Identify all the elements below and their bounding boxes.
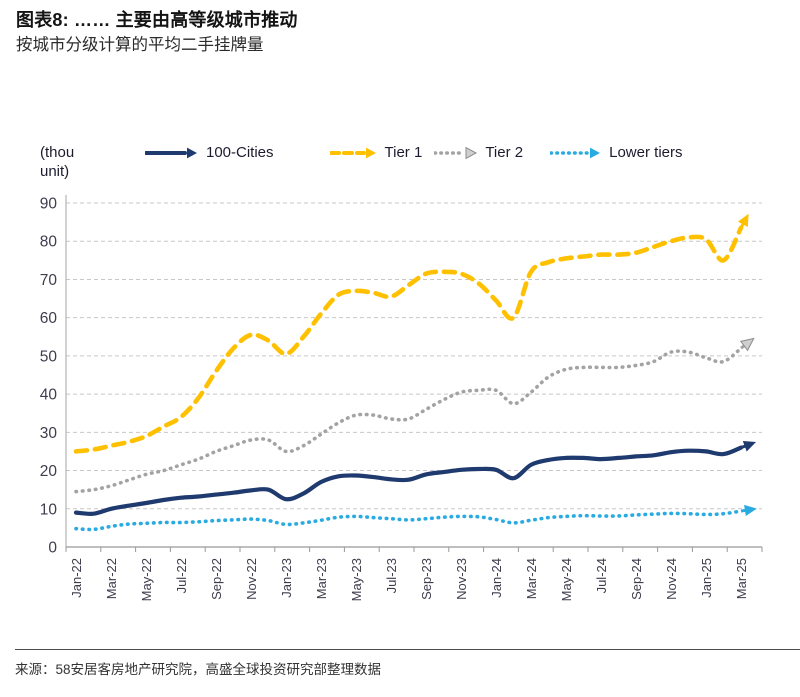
- svg-text:Mar-22: Mar-22: [104, 558, 119, 599]
- axes: [65, 195, 763, 552]
- svg-text:May-22: May-22: [139, 558, 154, 601]
- figure-subtitle: 按城市分级计算的平均二手挂牌量: [16, 36, 264, 54]
- svg-text:Sep-22: Sep-22: [209, 558, 224, 600]
- svg-text:Sep-23: Sep-23: [419, 558, 434, 600]
- svg-text:70: 70: [40, 272, 58, 289]
- legend-item-lower-tiers: Lower tiers: [550, 144, 682, 161]
- legend-label: Lower tiers: [609, 144, 683, 161]
- svg-text:Jul-23: Jul-23: [384, 558, 399, 593]
- svg-text:0: 0: [48, 540, 57, 557]
- legend-label: 100-Cities: [206, 144, 274, 161]
- legend-arrow-swatch-icon: [145, 147, 197, 158]
- svg-text:40: 40: [40, 387, 58, 404]
- line-chart-plot: 0 10 20 30 40 50 60 70 80 90 Jan-22 Mar-22 May-22 Jul…: [40, 195, 763, 601]
- svg-text:Jul-22: Jul-22: [174, 558, 189, 593]
- svg-text:Nov-22: Nov-22: [244, 558, 259, 600]
- series-line-tier-1: [73, 213, 749, 454]
- svg-text:Sep-24: Sep-24: [629, 558, 644, 600]
- legend-label: Tier 1: [384, 144, 423, 161]
- svg-text:Nov-24: Nov-24: [664, 558, 679, 600]
- legend-arrow-swatch-icon: [434, 146, 478, 159]
- svg-text:Jan-25: Jan-25: [699, 558, 714, 598]
- legend-item-tier-1: Tier 1: [329, 144, 423, 161]
- svg-text:Mar-25: Mar-25: [734, 558, 749, 599]
- svg-text:Nov-23: Nov-23: [454, 558, 469, 600]
- footer-divider: [15, 649, 800, 650]
- svg-text:Jan-22: Jan-22: [69, 558, 84, 598]
- svg-text:Jan-23: Jan-23: [279, 558, 294, 598]
- source-note: 来源：58安居客房地产研究院，高盛全球投资研究部整理数据: [15, 662, 382, 677]
- svg-text:May-24: May-24: [559, 558, 574, 601]
- svg-text:May-23: May-23: [349, 558, 364, 601]
- svg-text:Mar-24: Mar-24: [524, 558, 539, 599]
- svg-text:90: 90: [40, 196, 58, 213]
- svg-text:Jan-24: Jan-24: [489, 558, 504, 598]
- svg-text:50: 50: [40, 348, 58, 365]
- gridlines: [66, 202, 762, 510]
- y-axis-unit-label: (thou unit): [40, 144, 75, 180]
- legend-items: 100-Cities Tier 1 Tier 2 Lower tiers: [145, 143, 682, 161]
- y-tick-labels: 0 10 20 30 40 50 60 70 80 90: [40, 196, 58, 557]
- series-line-tier-2: [74, 337, 755, 494]
- legend-label: Tier 2: [485, 144, 524, 161]
- figure-title: 图表8: …… 主要由高等级城市推动: [16, 10, 298, 30]
- series-line-lower-tiers: [74, 504, 757, 532]
- chart-legend: (thou unit) 100-Cities Tier 1 Tier 2 Lower …: [40, 143, 682, 181]
- series-line-100-cities: [73, 440, 756, 516]
- svg-text:30: 30: [40, 425, 58, 442]
- svg-text:Mar-23: Mar-23: [314, 558, 329, 599]
- svg-text:Jul-24: Jul-24: [594, 558, 609, 593]
- svg-text:60: 60: [40, 310, 58, 327]
- svg-text:20: 20: [40, 463, 58, 480]
- svg-text:80: 80: [40, 234, 58, 251]
- legend-item-tier-2: Tier 2: [434, 144, 523, 161]
- legend-arrow-swatch-icon: [329, 147, 376, 158]
- legend-item-100-cities: 100-Cities: [145, 144, 274, 161]
- legend-arrow-swatch-icon: [550, 147, 601, 158]
- x-tick-labels: Jan-22 Mar-22 May-22 Jul-22 Sep-22 Nov-22 Jan-…: [69, 558, 749, 601]
- svg-text:10: 10: [40, 501, 58, 518]
